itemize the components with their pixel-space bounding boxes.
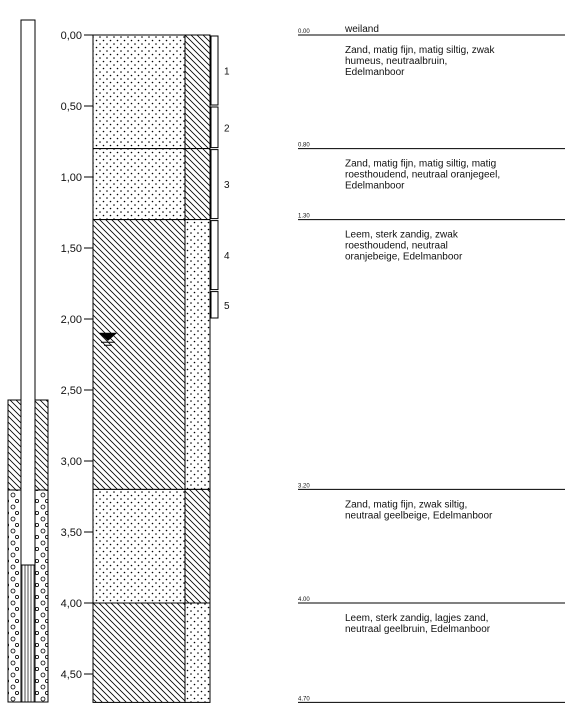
boundary-label: 0.00 (298, 29, 310, 35)
casing (21, 20, 35, 565)
boundary-label: 0.80 (298, 143, 310, 149)
boundary-label: 4.00 (298, 597, 310, 603)
boundary-label: 3.20 (298, 483, 310, 489)
layer (93, 603, 185, 702)
tick-label: 1,50 (61, 243, 82, 255)
sample-label: 2 (224, 123, 230, 134)
layer (93, 35, 185, 149)
tick-label: 1,00 (61, 172, 82, 184)
tick-label: 4,50 (61, 669, 82, 681)
layer-description: Zand, matig fijn, matig siltig, matig (345, 159, 496, 170)
tick-label: 0,00 (61, 30, 82, 42)
layer (93, 489, 185, 603)
sample-label: 3 (224, 180, 230, 191)
boundary-label: 1.30 (298, 214, 310, 220)
layer-description: Edelmanboor (345, 67, 405, 78)
tick-label: 4,00 (61, 598, 82, 610)
layer-description: neutraal geelbruin, Edelmanboor (345, 624, 491, 635)
layer (93, 220, 185, 490)
surface-label: weiland (344, 24, 379, 35)
layer-description: Leem, sterk zandig, lagjes zand, (345, 613, 488, 624)
layer-strip (185, 489, 210, 603)
boundary-label: 4.70 (298, 696, 310, 702)
layer-description: Edelmanboor (345, 181, 405, 192)
layer-description: humeus, neutraalbruin, (345, 56, 447, 67)
layer-description: Leem, sterk zandig, zwak (345, 230, 459, 241)
layer-description: neutraal geelbeige, Edelmanboor (345, 510, 493, 521)
tick-label: 2,00 (61, 314, 82, 326)
borehole-log: 0,00 0,50 1,00 1,50 2,00 2,50 3,00 3,50 4,00 4,50… (0, 0, 568, 708)
layer (93, 149, 185, 220)
layer-strip (185, 220, 210, 490)
layer-strip (185, 603, 210, 702)
layer-strip (185, 149, 210, 220)
layer-description: roesthoudend, neutraal oranjegeel, (345, 170, 500, 181)
tick-label: 2,50 (61, 385, 82, 397)
layer-description: roesthoudend, neutraal (345, 241, 448, 252)
sample (211, 107, 218, 148)
filter-screen (21, 565, 35, 702)
sample-label: 1 (224, 67, 230, 78)
sample (211, 292, 218, 318)
layer-description: Zand, matig fijn, zwak siltig, (345, 499, 467, 510)
sample (211, 221, 218, 290)
sample-label: 4 (224, 251, 230, 262)
tick-label: 0,50 (61, 101, 82, 113)
layer-description: oranjebeige, Edelmanboor (345, 252, 463, 263)
layer-strip (185, 35, 210, 149)
tick-label: 3,50 (61, 527, 82, 539)
sample-label: 5 (224, 301, 230, 312)
sample (211, 150, 218, 219)
tick-label: 3,00 (61, 456, 82, 468)
sample (211, 36, 218, 105)
layer-description: Zand, matig fijn, matig siltig, zwak (345, 45, 495, 56)
